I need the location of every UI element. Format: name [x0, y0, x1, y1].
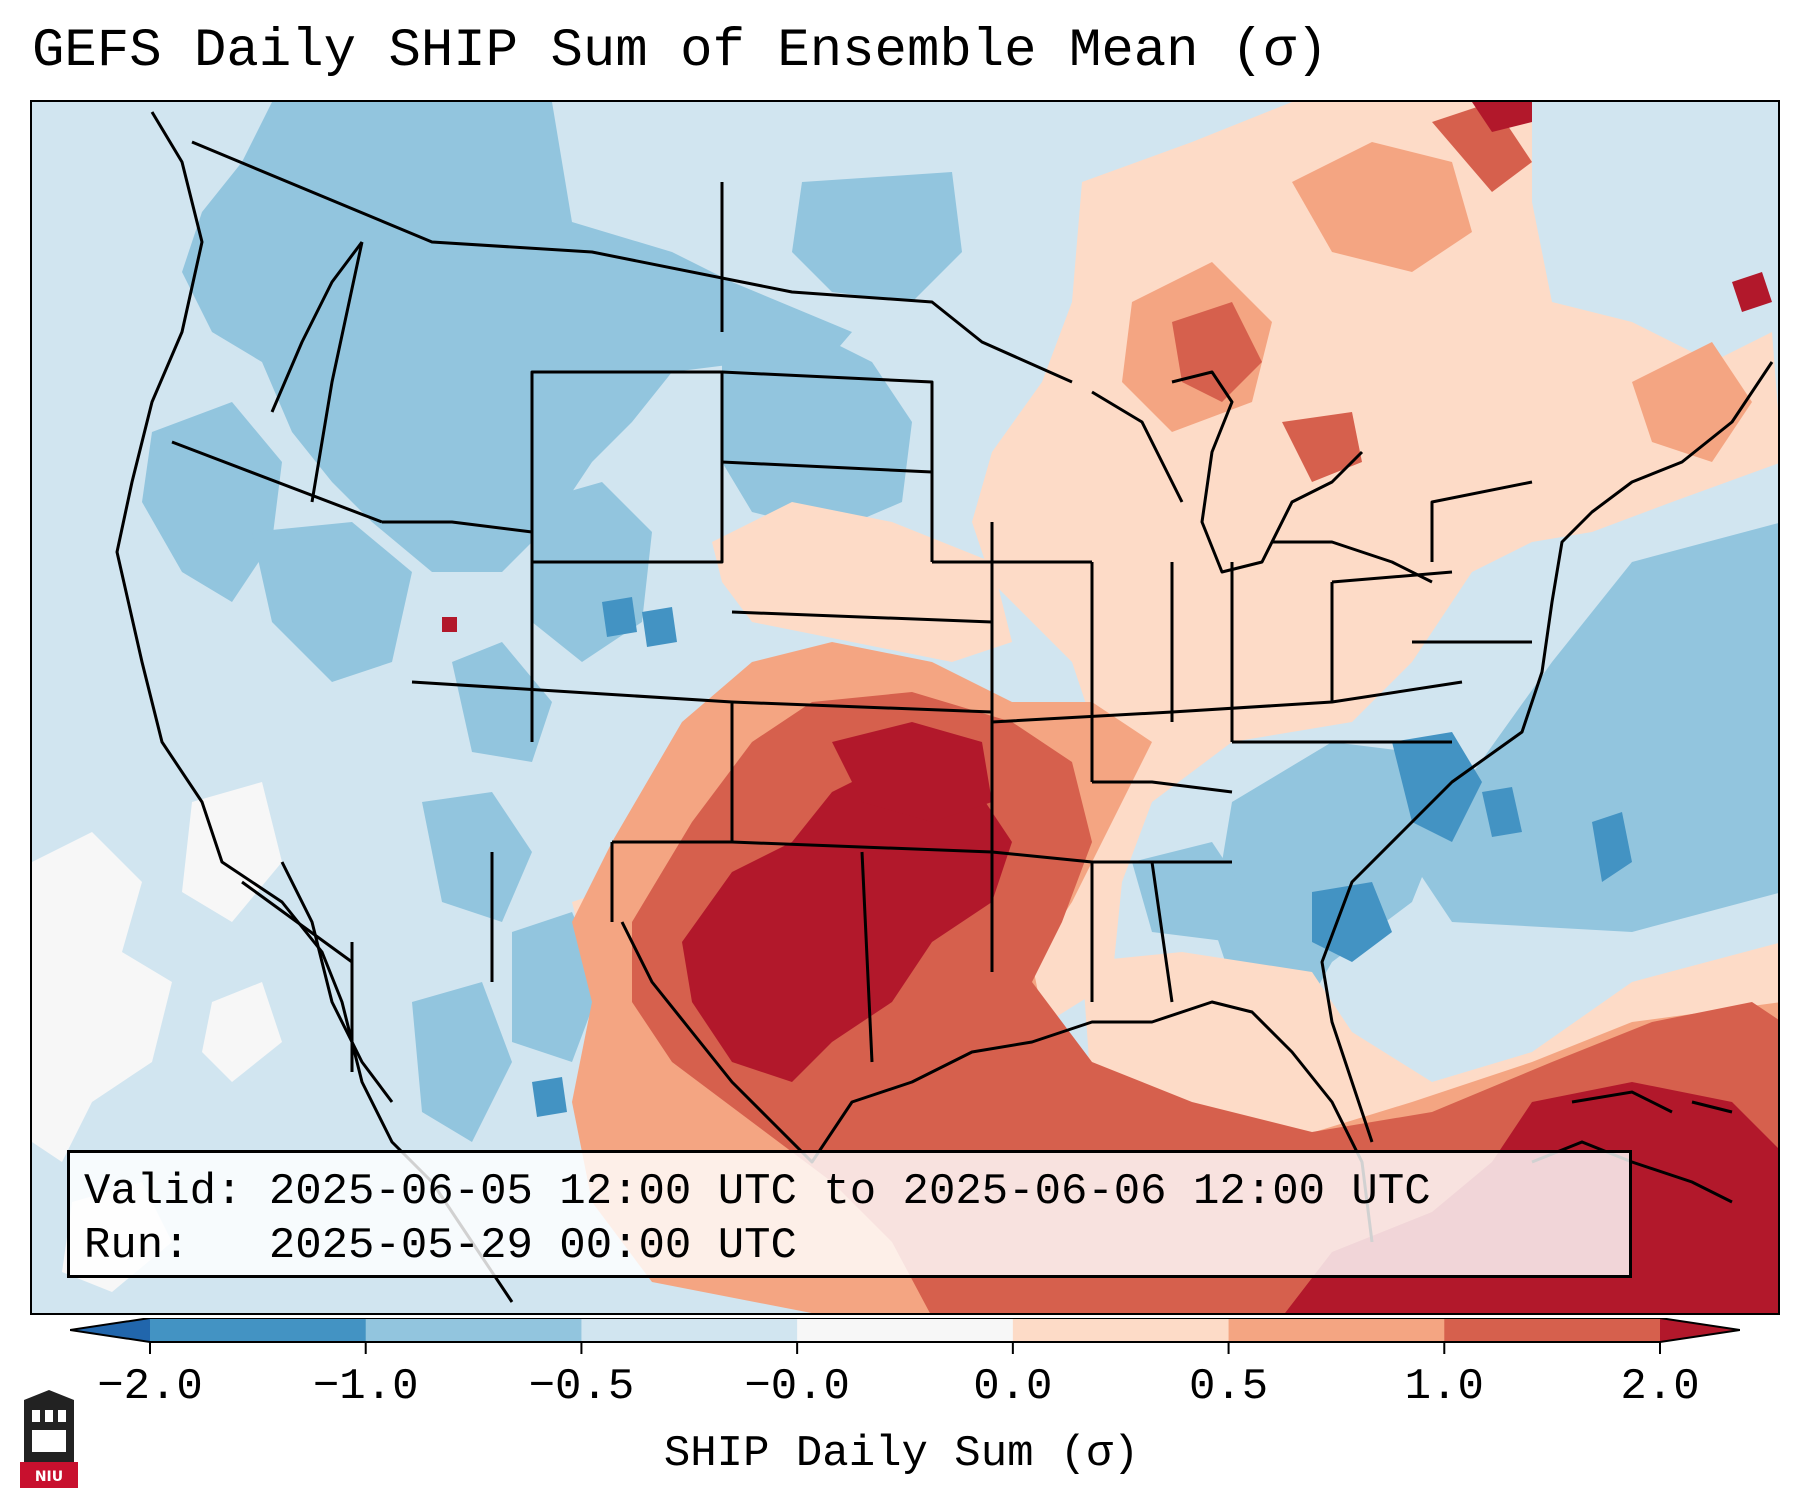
- colorbar-segment: [1012, 1318, 1230, 1342]
- colorbar-tick-label: 2.0: [1620, 1362, 1700, 1412]
- valid-text: 2025-06-05 12:00 UTC to 2025-06-06 12:00…: [268, 1167, 1431, 1217]
- colorbar-segment: [797, 1318, 1014, 1342]
- colorbar: [70, 1318, 1740, 1354]
- strong-negative-field: [532, 597, 1632, 1117]
- negative-anomaly-field: [142, 102, 1778, 1142]
- colorbar-under-arrow: [70, 1318, 150, 1342]
- colorbar-over-arrow: [1660, 1318, 1740, 1342]
- colorbar-segment: [150, 1318, 367, 1342]
- colorbar-tick-label: −1.0: [312, 1362, 419, 1412]
- colorbar-tick-label: −0.5: [528, 1362, 635, 1412]
- colorbar-segment: [581, 1318, 798, 1342]
- caribbean-islands: [1531, 1090, 1733, 1204]
- map-panel: [30, 100, 1780, 1315]
- map-canvas: [32, 102, 1778, 1313]
- run-line: Run: 2025-05-29 00:00 UTC: [84, 1219, 1615, 1273]
- colorbar-segment: [365, 1318, 582, 1342]
- logo-text: NIU: [35, 1469, 63, 1485]
- chart-title: GEFS Daily SHIP Sum of Ensemble Mean (σ): [32, 21, 1329, 82]
- colorbar-tick-label: 0.5: [1188, 1362, 1269, 1412]
- run-text: 2025-05-29 00:00 UTC: [268, 1221, 797, 1271]
- niu-logo: NIU: [20, 1390, 78, 1488]
- colorbar-tick-label: 1.0: [1404, 1362, 1484, 1412]
- colorbar-segments: [150, 1318, 1661, 1342]
- colorbar-label: SHIP Daily Sum (σ): [663, 1429, 1140, 1479]
- colorbar-ticks: [70, 1318, 1740, 1354]
- colorbar-segment: [1444, 1318, 1661, 1342]
- colorbar-tick-label: −2.0: [97, 1362, 203, 1412]
- valid-run-box: Valid: 2025-06-05 12:00 UTC to 2025-06-0…: [67, 1150, 1632, 1278]
- valid-label: Valid:: [84, 1167, 243, 1217]
- colorbar-tick-label: −0.0: [744, 1362, 850, 1412]
- logo-banner: [20, 1462, 78, 1488]
- run-label: Run:: [84, 1221, 190, 1271]
- colorbar-segment: [1228, 1318, 1445, 1342]
- valid-line: Valid: 2025-06-05 12:00 UTC to 2025-06-0…: [84, 1165, 1615, 1219]
- land-borders: [115, 111, 1774, 1303]
- colorbar-tick-label: 0.0: [973, 1362, 1053, 1412]
